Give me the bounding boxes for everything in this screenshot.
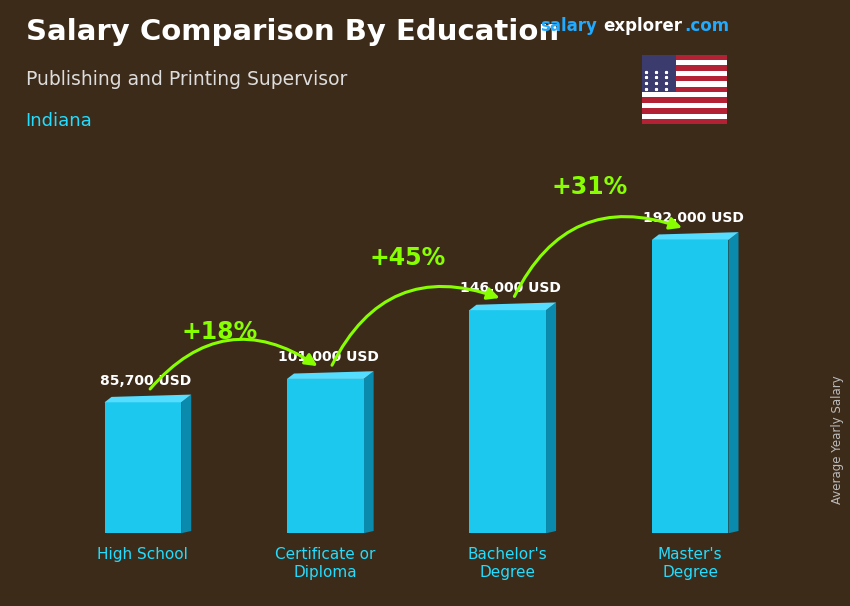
Text: +18%: +18% — [181, 320, 258, 344]
Bar — [642, 60, 727, 65]
Text: .com: .com — [684, 17, 729, 35]
Text: Indiana: Indiana — [26, 112, 93, 130]
Bar — [642, 87, 727, 92]
Bar — [642, 71, 727, 76]
Text: explorer: explorer — [604, 17, 683, 35]
Polygon shape — [181, 395, 191, 533]
Bar — [642, 92, 727, 98]
Polygon shape — [469, 302, 556, 310]
Polygon shape — [546, 302, 556, 533]
Polygon shape — [287, 371, 374, 379]
Bar — [287, 379, 364, 533]
Text: 85,700 USD: 85,700 USD — [100, 373, 191, 388]
Bar — [642, 108, 727, 113]
Bar — [642, 55, 676, 92]
Text: Salary Comparison By Education: Salary Comparison By Education — [26, 18, 558, 46]
Text: 101,000 USD: 101,000 USD — [278, 350, 379, 364]
Bar — [642, 98, 727, 103]
Text: +31%: +31% — [552, 175, 628, 199]
Bar — [642, 55, 727, 60]
Bar — [642, 76, 727, 81]
Bar — [642, 81, 727, 87]
Text: Publishing and Printing Supervisor: Publishing and Printing Supervisor — [26, 70, 347, 88]
Polygon shape — [105, 395, 191, 402]
Polygon shape — [728, 232, 739, 533]
Text: 192,000 USD: 192,000 USD — [643, 211, 744, 225]
Text: +45%: +45% — [369, 245, 445, 270]
Bar — [652, 240, 728, 533]
Bar — [642, 65, 727, 71]
Text: Average Yearly Salary: Average Yearly Salary — [830, 376, 844, 504]
Bar — [642, 119, 727, 124]
Text: 146,000 USD: 146,000 USD — [461, 281, 561, 295]
Bar — [642, 113, 727, 119]
Polygon shape — [652, 232, 739, 240]
Bar — [642, 103, 727, 108]
Text: salary: salary — [540, 17, 597, 35]
Bar — [105, 402, 181, 533]
Bar — [469, 310, 546, 533]
Polygon shape — [364, 371, 374, 533]
